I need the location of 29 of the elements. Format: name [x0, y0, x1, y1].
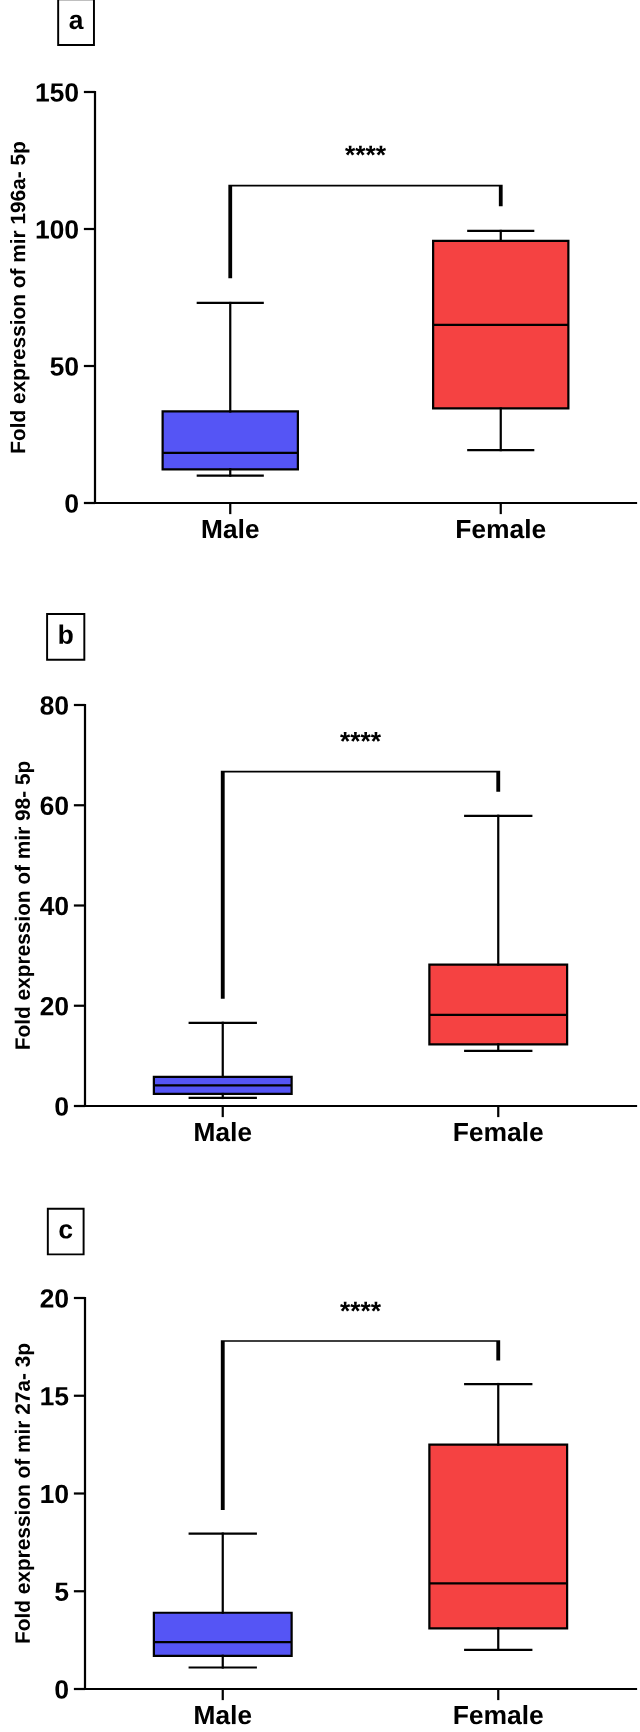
y-tick-label: 0 — [55, 1097, 68, 1116]
annotation: **** — [340, 1301, 382, 1312]
x-tick-label: Male — [195, 1704, 252, 1725]
y-tick-label: 100 — [36, 220, 78, 239]
chart-title: a — [69, 14, 84, 30]
y-tick-label: 15 — [41, 1387, 69, 1406]
y-tick-label: 0 — [65, 494, 78, 513]
y-tick-label: 20 — [40, 996, 68, 1016]
x-tick-label: Male — [202, 518, 259, 539]
y-axis-title: Fold expression of mir 196a- 5p — [10, 142, 30, 453]
y-tick-label: 0 — [55, 1680, 68, 1699]
y-axis-title: Fold expression of mir 98- 5p — [14, 761, 35, 1049]
x-tick-label: Female — [457, 518, 546, 539]
y-tick-label: 10 — [41, 1484, 68, 1504]
y-tick-label: 20 — [40, 1289, 68, 1308]
x-tick-label: Female — [454, 1704, 543, 1725]
chart-title: b — [59, 624, 73, 644]
y-tick-label: 80 — [40, 696, 68, 715]
x-tick-label: Female — [454, 1121, 543, 1142]
y-tick-label: 150 — [36, 83, 78, 102]
x-tick-label: Male — [195, 1121, 252, 1142]
annotation: **** — [345, 145, 387, 156]
y-tick-label: 40 — [40, 896, 68, 916]
chart-title: c — [59, 1224, 73, 1239]
y-tick-label: 50 — [50, 357, 78, 376]
y-tick-label: 5 — [55, 1582, 69, 1602]
y-tick-label: 60 — [40, 796, 68, 816]
annotation: **** — [340, 732, 382, 742]
y-axis-title: Fold expression of mir 27a- 3p — [14, 1343, 35, 1643]
